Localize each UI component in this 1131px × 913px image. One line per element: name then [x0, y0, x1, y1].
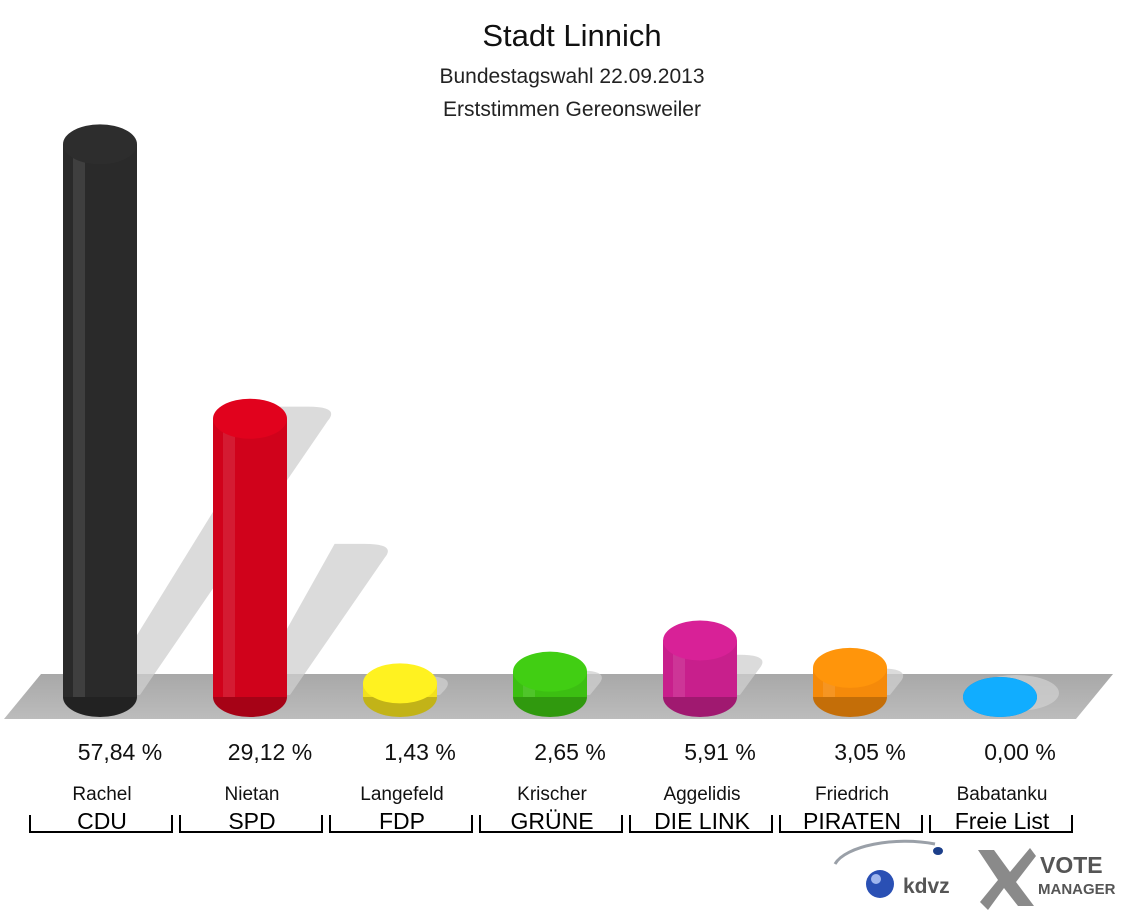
candidate-label-piraten: Friedrich: [815, 784, 889, 805]
party-label-spd: SPD: [228, 808, 275, 834]
value-label-piraten: 3,05 %: [834, 739, 906, 765]
bar-grüne: [513, 651, 587, 717]
category-bracket-grüne: [479, 815, 623, 833]
bar-highlight-spd: [223, 418, 235, 697]
votemanager-x-icon: [978, 848, 1036, 910]
category-bracket-cdu: [29, 815, 173, 833]
bar-cdu: [63, 124, 137, 717]
kdvz-dot: [933, 847, 943, 855]
chart-title: Stadt Linnich: [482, 18, 661, 53]
party-label-piraten: PIRATEN: [803, 808, 901, 834]
bar-fdp: [363, 663, 437, 717]
value-label-cdu: 57,84 %: [78, 739, 162, 765]
value-label-spd: 29,12 %: [228, 739, 312, 765]
category-bracket-piraten: [779, 815, 923, 833]
party-label-cdu: CDU: [77, 808, 127, 834]
votemanager-text-1: VOTE: [1040, 852, 1103, 878]
bar-top-fdp: [363, 663, 437, 704]
kdvz-globe-icon: [866, 870, 894, 898]
candidate-label-cdu: Rachel: [72, 784, 131, 805]
category-bracket-fdp: [329, 815, 473, 833]
votemanager-logo: VOTE MANAGER: [978, 848, 1116, 910]
bar-top-spd: [213, 398, 287, 439]
candidate-label-die-link: Aggelidis: [663, 784, 740, 805]
category-bracket-die-link: [629, 815, 773, 833]
chart-subtitle-district: Erststimmen Gereonsweiler: [443, 98, 701, 121]
votemanager-text-2: MANAGER: [1038, 881, 1116, 898]
bar-top-piraten: [813, 647, 887, 688]
party-label-die-link: DIE LINK: [654, 808, 751, 834]
bar-top-cdu: [63, 124, 137, 165]
bars-group: [63, 124, 1037, 717]
bar-piraten: [813, 647, 887, 717]
category-bracket-spd: [179, 815, 323, 833]
kdvz-globe-highlight: [871, 874, 881, 884]
bar-freie-list: [963, 677, 1037, 717]
bar-spd: [213, 398, 287, 717]
value-label-grüne: 2,65 %: [534, 739, 606, 765]
value-label-die-link: 5,91 %: [684, 739, 756, 765]
bar-top-freie-list: [963, 677, 1037, 717]
candidate-label-spd: Nietan: [225, 784, 280, 805]
party-label-freie-list: Freie List: [955, 808, 1050, 834]
candidate-label-freie-list: Babatanku: [957, 784, 1048, 805]
kdvz-swoosh: [833, 839, 936, 865]
kdvz-logo-text: kdvz: [903, 875, 950, 898]
party-label-grüne: GRÜNE: [510, 808, 593, 834]
bar-die-link: [663, 620, 737, 717]
kdvz-logo: kdvz: [833, 839, 950, 898]
bar-body-cdu: [63, 144, 137, 697]
bar-top-grüne: [513, 651, 587, 692]
chart-subtitle-date: Bundestagswahl 22.09.2013: [439, 65, 704, 88]
labels-group: 57,84 % Rachel CDU 29,12 % Nietan SPD 1,43 % La…: [29, 739, 1073, 834]
candidate-label-grüne: Krischer: [517, 784, 587, 805]
bar-body-spd: [213, 418, 287, 697]
bar-highlight-cdu: [73, 144, 85, 697]
category-bracket-freie-list: [929, 815, 1073, 833]
party-label-fdp: FDP: [379, 808, 425, 834]
value-label-fdp: 1,43 %: [384, 739, 456, 765]
candidate-label-fdp: Langefeld: [360, 784, 443, 805]
bar-top-die-link: [663, 620, 737, 661]
value-label-freie-list: 0,00 %: [984, 739, 1056, 765]
